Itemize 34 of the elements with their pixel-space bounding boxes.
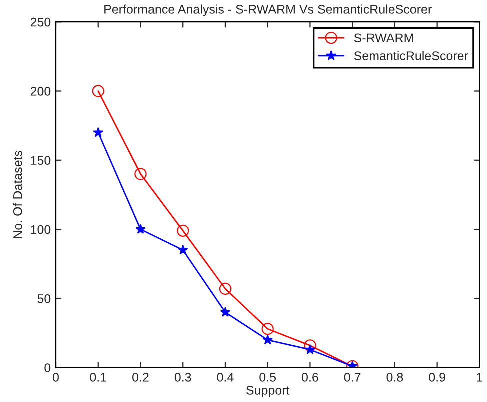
y-tick-label: 0: [44, 364, 51, 372]
x-tick-label: 0.8: [386, 373, 404, 382]
point: [262, 334, 273, 345]
point: [134, 168, 147, 180]
point: [177, 224, 190, 237]
y-tick-label: 150: [31, 156, 51, 166]
x-axis-title: Support: [246, 386, 290, 398]
x-tick-label: 0.2: [132, 373, 149, 382]
point: [178, 244, 188, 255]
point: [262, 323, 274, 336]
y-axis-title: No. Of Datasets: [13, 150, 22, 238]
point: [304, 340, 316, 352]
y-tick-label: 250: [30, 18, 51, 27]
x-tick-label: 0.9: [429, 373, 446, 382]
point: [219, 282, 232, 296]
x-tick-label: 0.7: [344, 373, 361, 382]
point: [92, 85, 104, 98]
chart-title: Performance Analysis - S-RWARM Vs SemanticRuleScorer: [104, 4, 432, 16]
x-tick-label: 0.3: [174, 373, 192, 382]
point: [220, 307, 231, 317]
x-tick-label: 0: [53, 373, 59, 382]
x-tick-label: 0.5: [260, 373, 276, 382]
legend-label: S-RWARM: [354, 34, 414, 43]
x-tick-label: 0.4: [217, 373, 234, 382]
legend-label: SemanticRuleScorer: [354, 51, 468, 60]
point: [93, 127, 104, 138]
y-tick-label: 100: [31, 225, 51, 234]
y-tick-label: 50: [38, 294, 51, 304]
point: [305, 344, 316, 354]
x-tick-label: 1: [477, 373, 483, 382]
point: [136, 224, 146, 234]
x-tick-label: 0.6: [302, 373, 318, 382]
y-tick-label: 200: [30, 87, 51, 96]
x-tick-label: 0.1: [90, 373, 106, 382]
